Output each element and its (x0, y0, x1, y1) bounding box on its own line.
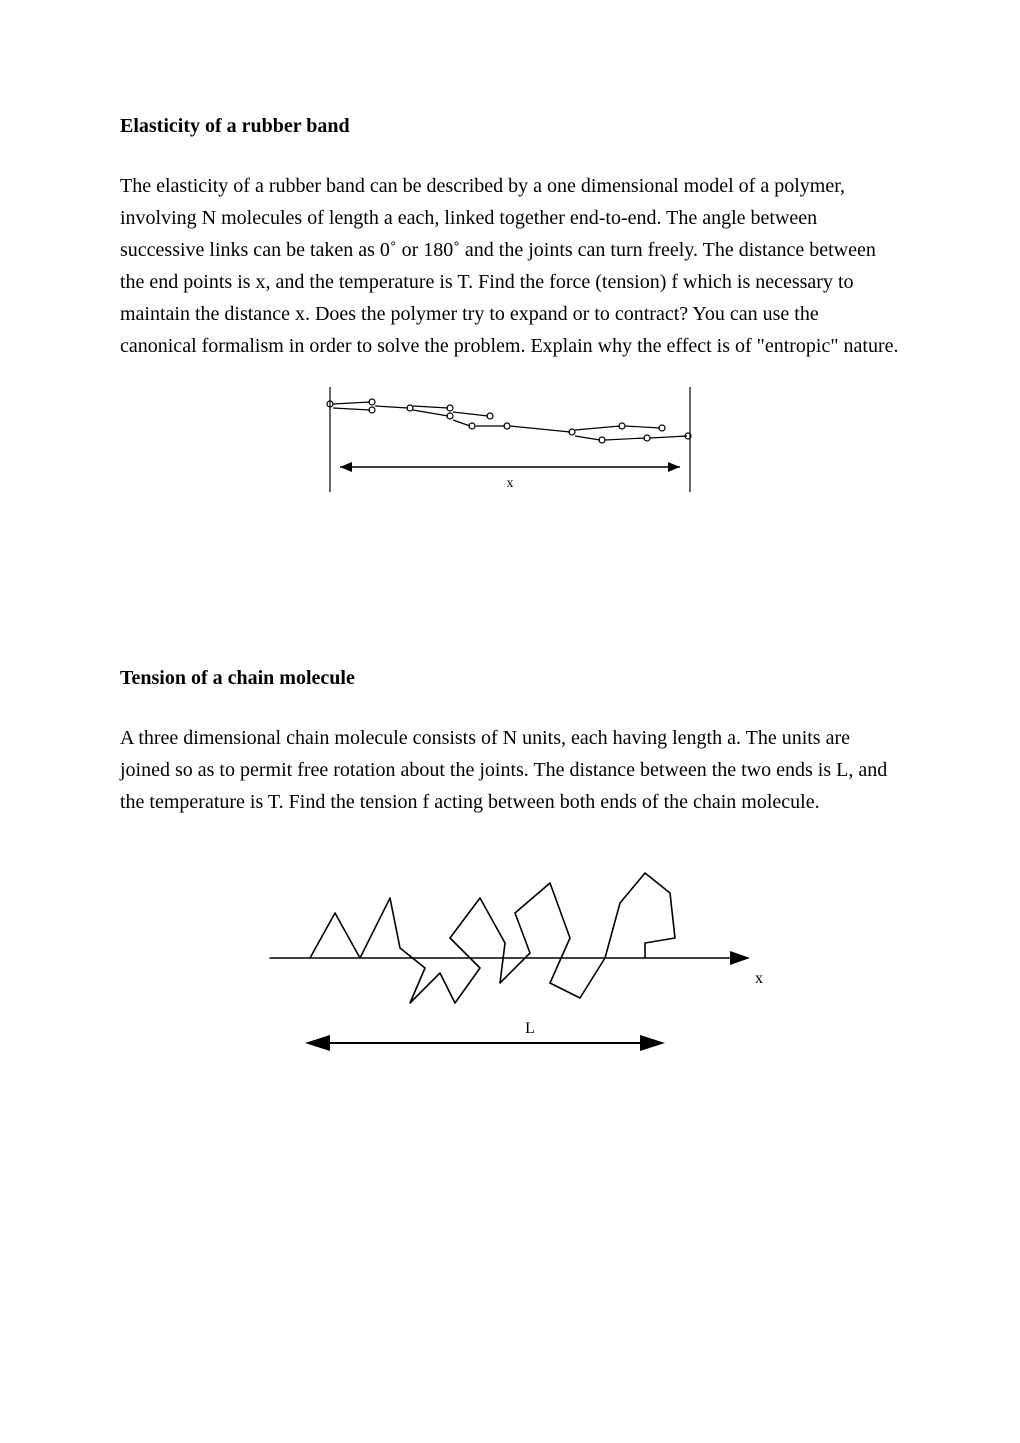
section2-figure: x L (250, 838, 770, 1078)
section1-figure: x (300, 382, 720, 502)
section1-paragraph: The elasticity of a rubber band can be d… (120, 170, 900, 362)
section2-figure-Llabel: L (525, 1020, 535, 1037)
section2-paragraph: A three dimensional chain molecule consi… (120, 722, 900, 818)
section1-figure-xlabel: x (507, 476, 514, 491)
page: Elasticity of a rubber band The elastici… (0, 0, 1020, 1443)
vertical-spacer (120, 502, 900, 652)
section1-heading: Elasticity of a rubber band (120, 110, 900, 142)
section2: Tension of a chain molecule A three dime… (120, 662, 900, 1078)
section2-figure-xlabel: x (755, 970, 763, 987)
section2-heading: Tension of a chain molecule (120, 662, 900, 694)
